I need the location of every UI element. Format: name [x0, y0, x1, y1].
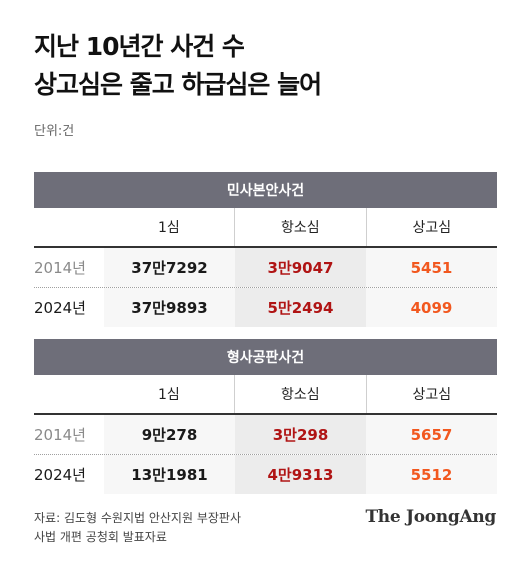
unit-label: 단위:건 [34, 124, 75, 139]
first-instance-value: 37만9893 [104, 288, 235, 327]
supreme-value: 5451 [366, 248, 497, 287]
row-year: 2024년 [34, 466, 86, 484]
first-instance-value: 9만278 [104, 415, 235, 454]
row-year: 2014년 [34, 426, 86, 444]
column-header-supreme: 상고심 [412, 387, 452, 403]
title-line-2: 상고심은 줄고 하급심은 늘어 [34, 70, 322, 99]
criminal-column-headers: 1심 항소심 상고심 [34, 375, 497, 415]
publisher-logo: The JoongAng [365, 507, 496, 527]
first-instance-value: 13만1981 [104, 455, 235, 494]
table-row: 2014년 9만278 3만298 5657 [34, 415, 497, 454]
table-row: 2014년 37만7292 3만9047 5451 [34, 248, 497, 287]
source-note: 자료: 김도형 수원지법 안산지원 부장판사 사법 개편 공청회 발표자료 [34, 509, 241, 547]
first-instance-value: 37만7292 [104, 248, 235, 287]
title-line-1: 지난 10년간 사건 수 [34, 32, 245, 61]
column-header-supreme: 상고심 [412, 220, 452, 236]
source-line-2: 사법 개편 공청회 발표자료 [34, 530, 167, 544]
appeal-value: 3만298 [235, 415, 366, 454]
table-row: 2024년 37만9893 5만2494 4099 [34, 287, 497, 327]
civil-cases-table: 민사본안사건 1심 항소심 상고심 2014년 37만7292 3만9047 5… [34, 172, 497, 327]
row-year: 2024년 [34, 299, 86, 317]
supreme-value: 5512 [366, 455, 497, 494]
civil-column-headers: 1심 항소심 상고심 [34, 208, 497, 248]
appeal-value: 4만9313 [235, 455, 366, 494]
column-header-first-instance: 1심 [104, 375, 236, 413]
column-header-first-instance: 1심 [104, 208, 236, 246]
year-column-header [34, 375, 104, 413]
supreme-value: 5657 [366, 415, 497, 454]
chart-title: 지난 10년간 사건 수 상고심은 줄고 하급심은 늘어 [34, 28, 504, 104]
column-header-appeal: 항소심 [235, 375, 367, 413]
source-line-1: 자료: 김도형 수원지법 안산지원 부장판사 [34, 511, 241, 525]
criminal-cases-table: 형사공판사건 1심 항소심 상고심 2014년 9만278 3만298 5657… [34, 339, 497, 494]
table-row: 2024년 13만1981 4만9313 5512 [34, 454, 497, 494]
civil-cases-header: 민사본안사건 [34, 172, 497, 208]
row-year: 2014년 [34, 259, 86, 277]
year-column-header [34, 208, 104, 246]
supreme-value: 4099 [366, 288, 497, 327]
appeal-value: 3만9047 [235, 248, 366, 287]
criminal-cases-header: 형사공판사건 [34, 339, 497, 375]
column-header-appeal: 항소심 [235, 208, 367, 246]
appeal-value: 5만2494 [235, 288, 366, 327]
